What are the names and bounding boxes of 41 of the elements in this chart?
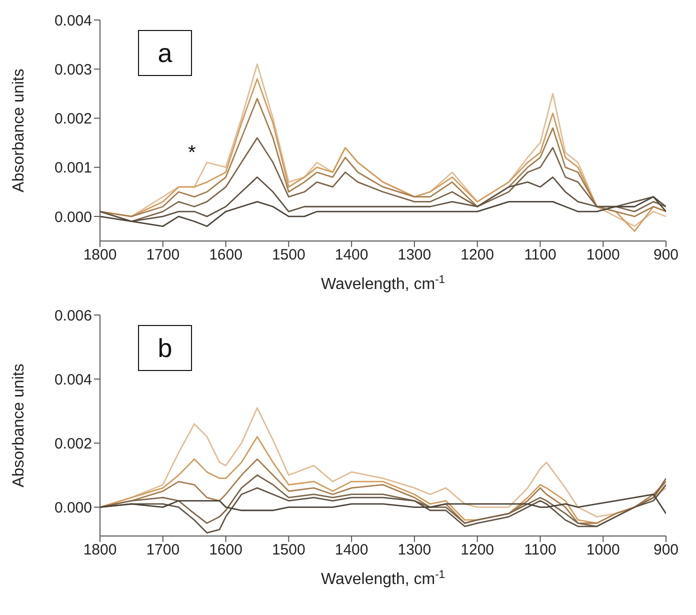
x-tick-label: 1200 <box>460 246 494 264</box>
y-tick-label: 0.002 <box>54 110 92 128</box>
x-tick-label: 1700 <box>146 246 180 264</box>
x-tick-label: 1000 <box>586 246 620 264</box>
x-tick-label: 900 <box>653 542 679 559</box>
y-tick-label: 0.000 <box>54 208 92 226</box>
y-tick-label: 0.004 <box>54 371 92 388</box>
line-series <box>100 196 666 227</box>
x-axis-title: Wavelength, cm$^{-1}$ <box>320 274 446 293</box>
y-tick-label: 0.003 <box>54 61 92 78</box>
x-tick-label: 1500 <box>272 542 306 559</box>
x-tick-label: 1600 <box>209 246 242 264</box>
x-tick-label: 1400 <box>334 246 368 264</box>
y-tick-label: 0.000 <box>54 500 92 516</box>
y-axis-title: Absorbance units <box>10 68 28 192</box>
x-tick-label: 1300 <box>398 246 432 264</box>
x-tick-label: 1300 <box>398 542 432 559</box>
annotation: b <box>138 325 192 371</box>
y-tick-label: 0.004 <box>54 12 92 30</box>
annotation: a <box>138 30 192 76</box>
line-series <box>100 98 666 218</box>
line-series <box>100 494 666 514</box>
x-tick-label: 1800 <box>83 542 117 559</box>
x-tick-label: 1200 <box>460 542 494 559</box>
y-tick-label: 0.002 <box>54 435 92 452</box>
x-tick-label: 1600 <box>209 542 242 559</box>
x-tick-label: 1000 <box>586 542 620 559</box>
x-axis-title: Wavelength, cm$^{-1}$ <box>320 569 446 588</box>
x-tick-label: 1800 <box>83 246 117 264</box>
y-tick-label: 0.001 <box>54 160 92 177</box>
y-axis-title: Absorbance units <box>10 364 28 488</box>
x-tick-label: 900 <box>653 246 679 264</box>
line-series <box>100 176 666 222</box>
x-tick-label: 1500 <box>272 246 306 264</box>
x-tick-label: 1100 <box>524 542 556 559</box>
x-tick-label: 1400 <box>334 542 368 559</box>
x-tick-label: 1100 <box>524 246 556 264</box>
x-tick-label: 1700 <box>146 542 180 559</box>
annotation: * <box>188 142 196 164</box>
y-tick-label: 0.006 <box>54 307 92 324</box>
line-series <box>100 474 666 528</box>
